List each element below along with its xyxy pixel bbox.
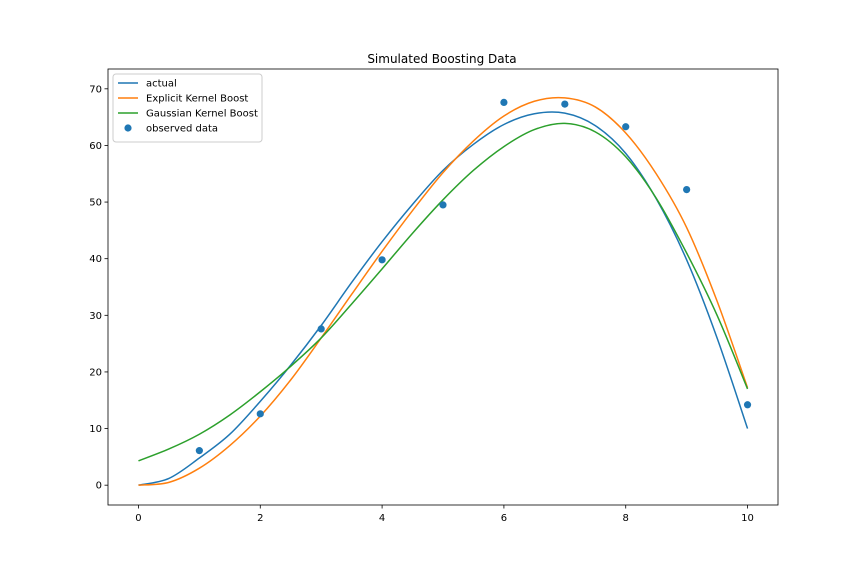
- y-tick-label: 70: [89, 84, 102, 95]
- data-point: [622, 123, 630, 131]
- legend-label-actual: actual: [146, 79, 177, 90]
- data-point: [683, 186, 691, 194]
- y-tick-label: 30: [89, 311, 102, 322]
- series-line-gaussian-kernel-boost: [138, 122, 749, 462]
- data-point: [561, 100, 569, 108]
- y-tick-label: 20: [89, 367, 102, 378]
- y-tick-label: 50: [89, 198, 102, 209]
- y-tick-label: 40: [89, 254, 102, 265]
- data-point: [439, 201, 447, 209]
- data-point: [378, 256, 386, 264]
- y-tick-label: 0: [96, 481, 102, 492]
- x-tick-label: 0: [135, 513, 141, 524]
- x-tick-label: 2: [257, 513, 263, 524]
- series-line-explicit-kernel-boost: [138, 96, 749, 486]
- legend-box: [112, 73, 263, 143]
- legend-label-explicit-kernel-boost: Explicit Kernel Boost: [146, 94, 248, 105]
- data-point: [317, 325, 325, 333]
- data-point: [256, 410, 264, 418]
- legend-swatch-observed-data: [124, 124, 132, 132]
- data-point: [500, 98, 508, 107]
- axes-frame: [107, 68, 779, 506]
- legend: actual Explicit Kernel Boost Gaussian Kern…: [112, 73, 263, 143]
- data-point: [743, 401, 752, 409]
- data-point: [195, 447, 203, 455]
- legend-label-observed-data: observed data: [146, 124, 218, 135]
- x-tick-label: 8: [623, 513, 629, 524]
- x-tick-label: 10: [741, 513, 754, 524]
- chart-title: Simulated Boosting Data: [367, 52, 516, 66]
- legend-label-gaussian-kernel-boost: Gaussian Kernel Boost: [146, 109, 258, 120]
- x-tick-label: 4: [379, 513, 385, 524]
- y-tick-label: 10: [89, 424, 102, 435]
- y-tick-label: 60: [89, 141, 102, 152]
- x-tick-label: 6: [501, 513, 507, 524]
